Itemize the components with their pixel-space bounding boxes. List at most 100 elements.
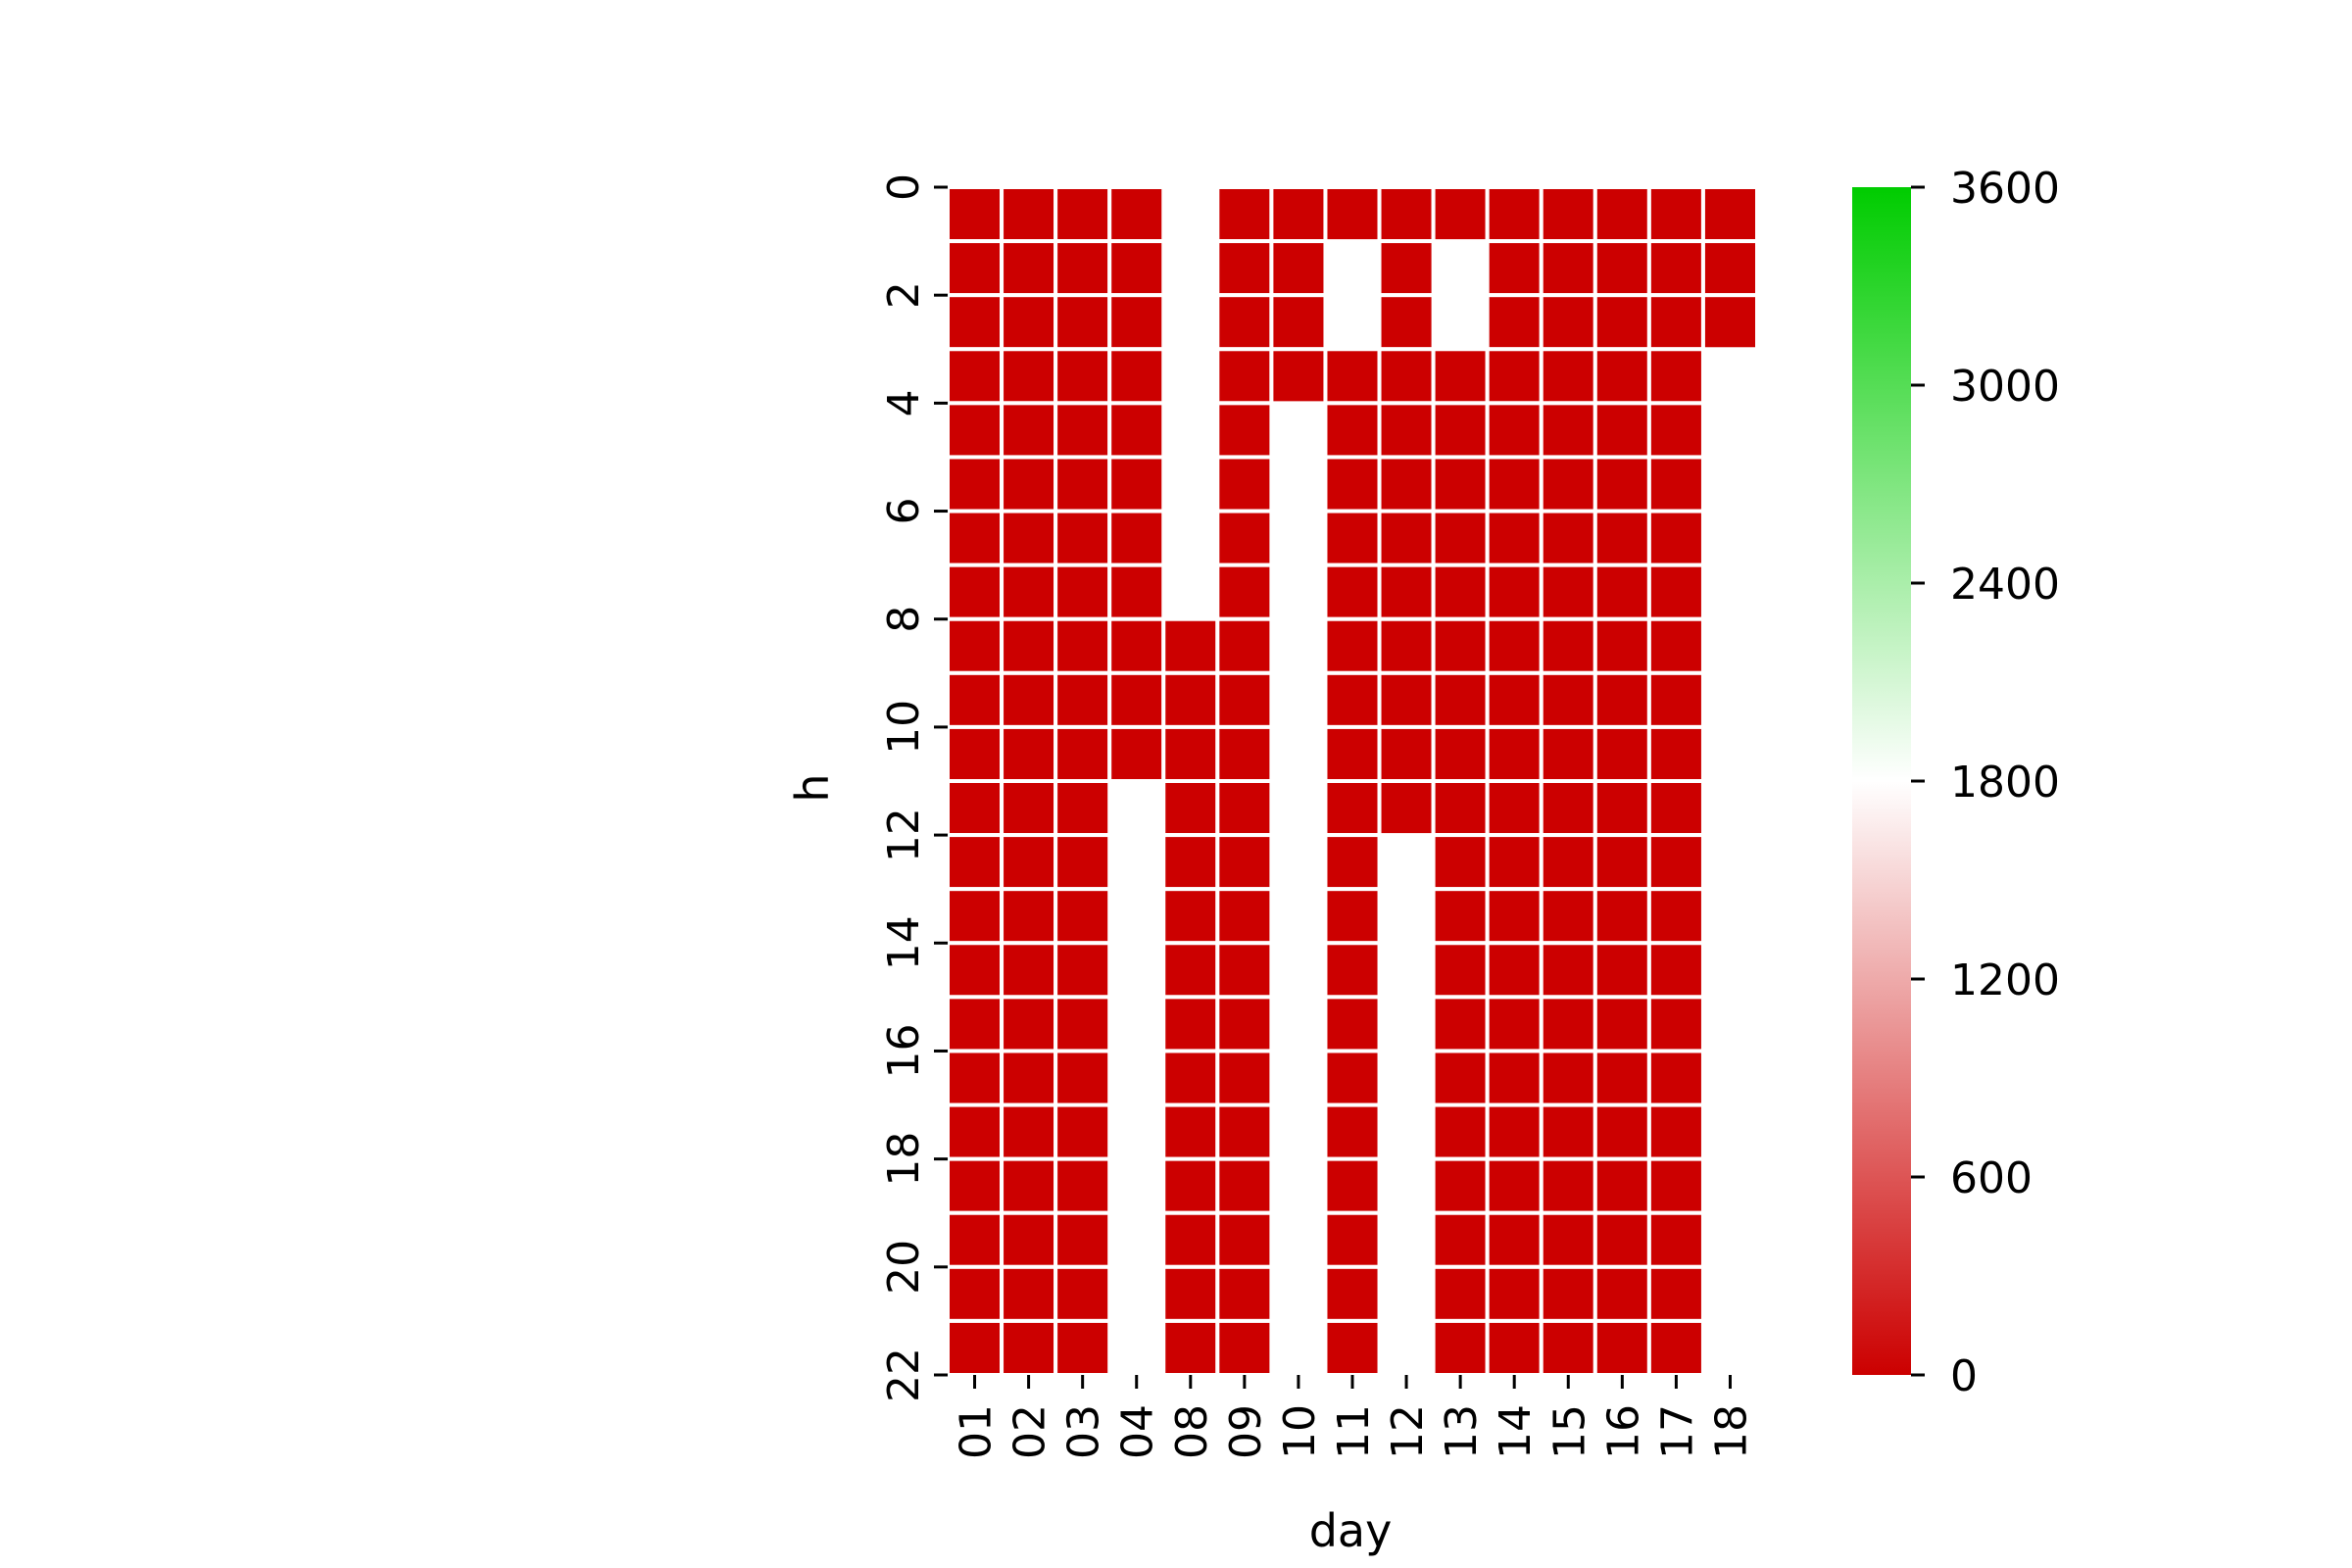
y-tick-label: 0 bbox=[879, 173, 929, 201]
colorbar-tick-label: 1200 bbox=[1950, 956, 2060, 1005]
y-tick-label: 4 bbox=[879, 389, 929, 416]
heatmap-cell bbox=[1539, 670, 1597, 729]
x-tick-label: 01 bbox=[952, 1404, 1002, 1459]
heatmap-cell bbox=[1323, 833, 1382, 892]
heatmap-cell bbox=[1431, 185, 1490, 244]
heatmap-cell bbox=[1000, 887, 1058, 946]
heatmap-cell bbox=[1000, 1156, 1058, 1215]
x-axis: 01 02 03 04 08 09 10 11 12 13 14 15 16 17 18 bbox=[952, 1375, 1756, 1459]
heatmap-cell bbox=[946, 616, 1004, 675]
heatmap-cell bbox=[1646, 616, 1705, 675]
heatmap-cell bbox=[946, 1102, 1004, 1161]
heatmap-cell bbox=[1592, 833, 1651, 892]
heatmap-cell bbox=[1592, 724, 1651, 784]
heatmap-cell bbox=[1323, 995, 1382, 1054]
heatmap-cell bbox=[1485, 563, 1544, 621]
heatmap-cell bbox=[946, 185, 1004, 244]
heatmap-cell bbox=[1161, 1318, 1220, 1377]
heatmap-cell bbox=[1323, 1049, 1382, 1107]
heatmap-cell bbox=[946, 1049, 1004, 1107]
heatmap-cell bbox=[1377, 455, 1436, 514]
heatmap-cell bbox=[1161, 941, 1220, 1000]
heatmap-cell bbox=[1000, 1264, 1058, 1323]
heatmap-cell bbox=[1269, 239, 1328, 298]
heatmap-cell bbox=[1431, 347, 1490, 406]
heatmap-cell bbox=[1646, 401, 1705, 460]
heatmap-cell bbox=[1592, 616, 1651, 675]
heatmap-cell bbox=[1215, 563, 1274, 621]
heatmap-cell bbox=[1700, 239, 1760, 298]
heatmap-cell bbox=[1539, 616, 1597, 675]
heatmap-cell bbox=[1539, 563, 1597, 621]
heatmap-cell bbox=[1054, 509, 1112, 567]
heatmap-cell bbox=[946, 1318, 1004, 1377]
heatmap-cell bbox=[1592, 1156, 1651, 1215]
heatmap-cell bbox=[1539, 941, 1597, 1000]
heatmap-cell bbox=[1646, 347, 1705, 406]
heatmap-cell bbox=[1700, 293, 1760, 352]
heatmap-cell bbox=[1215, 509, 1274, 567]
heatmap-cell bbox=[946, 239, 1004, 298]
x-tick-label: 17 bbox=[1652, 1404, 1702, 1459]
colorbar-tick-label: 2400 bbox=[1950, 560, 2060, 610]
heatmap-cell bbox=[1000, 509, 1058, 567]
heatmap-cell bbox=[1485, 239, 1544, 298]
heatmap-cell bbox=[946, 1264, 1004, 1323]
heatmap-cell bbox=[1054, 455, 1112, 514]
heatmap-cell bbox=[1539, 1102, 1597, 1161]
heatmap-cell bbox=[1431, 1049, 1490, 1107]
heatmap-cell bbox=[946, 833, 1004, 892]
heatmap-cell bbox=[1646, 1210, 1705, 1269]
heatmap-cell bbox=[1431, 779, 1490, 838]
heatmap-cell bbox=[1215, 401, 1274, 460]
heatmap-cell bbox=[1323, 1156, 1382, 1215]
heatmap-cell bbox=[1592, 1102, 1651, 1161]
heatmap-cell bbox=[1000, 670, 1058, 729]
heatmap-cell bbox=[1054, 941, 1112, 1000]
heatmap-cell bbox=[1107, 724, 1166, 784]
heatmap-cell bbox=[1377, 293, 1436, 352]
heatmap-cell bbox=[1485, 616, 1544, 675]
heatmap-cell bbox=[1215, 1318, 1274, 1377]
heatmap-cell bbox=[1323, 185, 1382, 244]
heatmap-cell bbox=[1431, 1156, 1490, 1215]
heatmap-cell bbox=[1107, 509, 1166, 567]
heatmap-cell bbox=[1646, 1318, 1705, 1377]
heatmap-cell bbox=[1215, 293, 1274, 352]
heatmap-cell bbox=[1646, 563, 1705, 621]
heatmap-cell bbox=[1485, 779, 1544, 838]
heatmap-cell bbox=[1107, 185, 1166, 244]
heatmap-cell bbox=[1000, 1210, 1058, 1269]
heatmap-cell bbox=[1539, 347, 1597, 406]
heatmap-cell bbox=[1592, 401, 1651, 460]
heatmap-cell bbox=[1000, 455, 1058, 514]
heatmap-cell bbox=[946, 563, 1004, 621]
heatmap-cell bbox=[946, 724, 1004, 784]
heatmap-cell bbox=[1000, 239, 1058, 298]
heatmap-cell bbox=[1215, 185, 1274, 244]
heatmap-cell bbox=[1539, 455, 1597, 514]
heatmap-cell bbox=[1592, 1210, 1651, 1269]
heatmap-cell bbox=[1000, 401, 1058, 460]
heatmap-cell bbox=[946, 995, 1004, 1054]
y-tick-label: 2 bbox=[879, 281, 929, 309]
heatmap-cell bbox=[1161, 724, 1220, 784]
heatmap-cell bbox=[1054, 293, 1112, 352]
heatmap-cell bbox=[1215, 1264, 1274, 1323]
y-tick-label: 14 bbox=[879, 915, 929, 970]
heatmap-cell bbox=[1215, 1210, 1274, 1269]
heatmap-cell bbox=[1215, 670, 1274, 729]
heatmap-cell bbox=[1592, 670, 1651, 729]
heatmap-cell bbox=[1161, 1102, 1220, 1161]
x-tick-label: 11 bbox=[1329, 1404, 1379, 1459]
heatmap-cell bbox=[1000, 1102, 1058, 1161]
heatmap-cell bbox=[1323, 509, 1382, 567]
heatmap-cell bbox=[1054, 239, 1112, 298]
heatmap-cell bbox=[1054, 347, 1112, 406]
heatmap-cell bbox=[1054, 185, 1112, 244]
heatmap-cell bbox=[1054, 1264, 1112, 1323]
heatmap-cell bbox=[1646, 887, 1705, 946]
heatmap-cell bbox=[1431, 670, 1490, 729]
heatmap-cell bbox=[1215, 239, 1274, 298]
y-axis: 0 2 4 6 8 10 12 14 16 18 20 22 bbox=[879, 173, 948, 1402]
